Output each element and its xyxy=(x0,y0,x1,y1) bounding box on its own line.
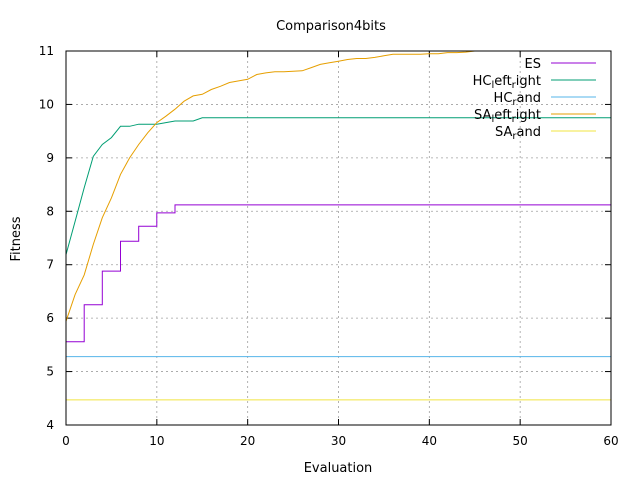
y-tick-label: 10 xyxy=(39,97,54,111)
x-axis-label: Evaluation xyxy=(304,461,373,476)
legend-label: SAleftright xyxy=(474,108,541,125)
x-tick-label: 0 xyxy=(62,434,70,448)
chart-title: Comparison4bits xyxy=(276,19,386,34)
series-line-hc-left-right xyxy=(65,117,611,255)
x-tick-label: 10 xyxy=(149,434,164,448)
y-tick-label: 8 xyxy=(46,204,54,218)
x-tick-label: 30 xyxy=(331,434,346,448)
legend-label: ES xyxy=(525,57,541,72)
legend-label: SArand xyxy=(495,125,541,142)
y-tick-label: 7 xyxy=(46,258,54,272)
legend-item-hc-left-right: HCleftright xyxy=(473,74,596,91)
legend-item-sa-left-right: SAleftright xyxy=(474,108,596,125)
legend-label: HCrand xyxy=(494,91,541,108)
x-tick-label: 20 xyxy=(240,434,255,448)
axis-ticks: 0 10 20 30 40 50 60 4 5 6 7 8 9 10 11 xyxy=(39,44,619,448)
grid xyxy=(66,51,611,425)
y-tick-label: 5 xyxy=(46,365,54,379)
legend-label: HCleftright xyxy=(473,74,541,91)
x-tick-label: 60 xyxy=(603,434,618,448)
plot-frame xyxy=(65,50,612,426)
series-line-sa-left-right xyxy=(65,50,475,322)
y-tick-label: 11 xyxy=(39,44,54,58)
y-tick-label: 4 xyxy=(46,418,54,432)
x-tick-label: 50 xyxy=(513,434,528,448)
series-group xyxy=(65,50,611,401)
y-tick-label: 6 xyxy=(46,311,54,325)
legend-item-sa-rand: SArand xyxy=(495,125,596,142)
series-line-es xyxy=(66,204,611,343)
y-tick-label: 9 xyxy=(46,151,54,165)
legend-item-es: ES xyxy=(525,57,596,72)
legend-item-hc-rand: HCrand xyxy=(494,91,596,108)
y-axis-label: Fitness xyxy=(9,216,24,261)
x-tick-label: 40 xyxy=(422,434,437,448)
